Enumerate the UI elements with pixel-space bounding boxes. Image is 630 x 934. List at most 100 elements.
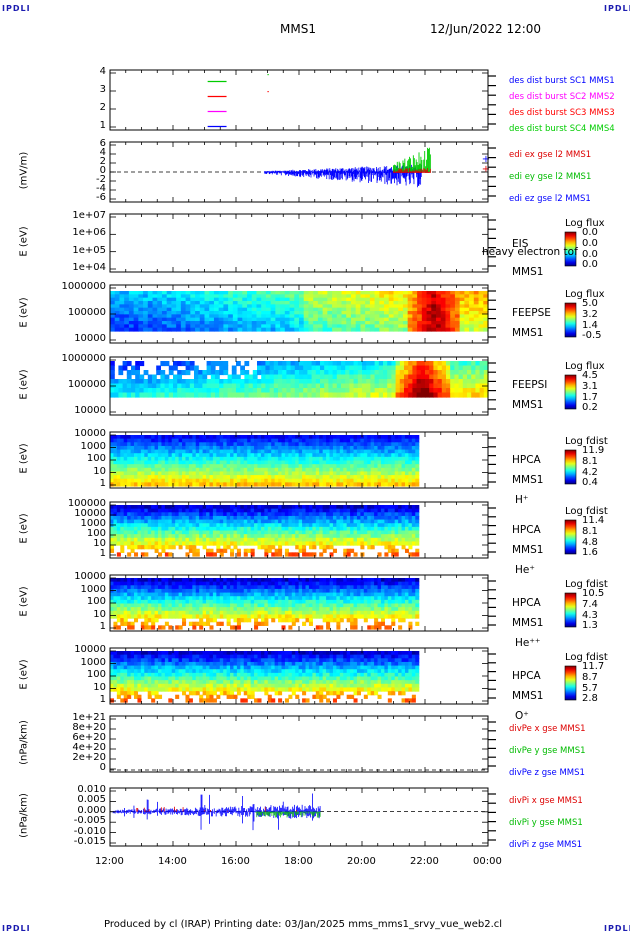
heatmap-cell (226, 537, 231, 543)
heatmap-cell (171, 324, 177, 329)
heatmap-cell (384, 445, 389, 451)
heatmap-cell (212, 526, 217, 532)
heatmap-cell (164, 445, 169, 451)
heatmap-cell (336, 307, 343, 312)
heatmap-cell (308, 534, 313, 539)
heatmap-cell (120, 505, 125, 510)
heatmap-cell (303, 297, 310, 302)
heatmap-cell (436, 314, 442, 319)
heatmap-cell (478, 294, 484, 299)
heatmap-cell (110, 304, 116, 309)
heatmap-cell (138, 304, 144, 309)
heatmap-cell (483, 379, 489, 385)
heatmap-cell (120, 592, 125, 597)
heatmap-cell (123, 621, 128, 626)
heatmap-cell (280, 307, 286, 312)
heatmap-cell (391, 438, 396, 443)
heatmap-cell (248, 392, 254, 398)
heatmap-cell (346, 291, 352, 295)
heatmap-cell (478, 297, 484, 302)
heatmap-cell (195, 548, 200, 553)
heatmap-cell (284, 471, 289, 476)
heatmap-cell (256, 314, 262, 319)
heatmap-cell (133, 307, 139, 312)
heatmap-cell (274, 442, 279, 447)
heatmap-cell (421, 304, 428, 309)
heatmap-cell (387, 508, 392, 513)
heatmap-cell (294, 294, 300, 299)
heatmap-cell (363, 467, 368, 473)
heatmap-cell (326, 475, 331, 480)
heatmap-cell (175, 449, 180, 454)
heatmap-cell (395, 361, 401, 367)
heatmap-cell (223, 541, 228, 546)
heatmap-cell (110, 321, 116, 325)
heatmap-cell (332, 365, 338, 371)
heatmap-cell (387, 471, 392, 476)
heatmap-cell (308, 304, 314, 309)
heatmap-cell (471, 374, 476, 380)
heatmap-cell (278, 449, 283, 454)
heatmap-cell (147, 438, 152, 443)
heatmap-cell (305, 508, 310, 513)
heatmap-cell (270, 307, 276, 312)
heatmap-cell (230, 467, 235, 473)
heatmap-cell (171, 311, 177, 315)
heatmap-cell (339, 464, 344, 469)
heatmap-cell (254, 464, 259, 469)
heatmap-cell (247, 475, 252, 480)
heatmap-cell (116, 592, 121, 597)
heatmap-cell (462, 383, 468, 389)
heatmap-cell (127, 614, 132, 619)
heatmap-cell (317, 314, 324, 319)
heatmap-cell (315, 445, 320, 451)
heatmap-cell (322, 449, 327, 454)
heatmap-cell (250, 523, 255, 528)
heatmap-cell (311, 379, 317, 385)
heatmap-cell (152, 314, 158, 319)
heatmap-cell (407, 294, 413, 299)
heatmap-cell (431, 297, 437, 302)
heatmap-cell (454, 379, 460, 385)
heatmap-cell (134, 552, 139, 557)
heatmap-cell (307, 370, 313, 376)
heatmap-cell (322, 311, 328, 315)
heatmap-cell (113, 592, 118, 597)
heatmap-cell (175, 530, 180, 535)
heatmap-cell (251, 304, 258, 309)
heatmap-cell (473, 297, 480, 302)
heatmap-cell (336, 383, 342, 389)
heatmap-cell (332, 388, 338, 394)
heatmap-cell (261, 294, 267, 299)
heatmap-cell (336, 464, 341, 469)
heatmap-cell (161, 301, 168, 305)
heatmap-cell (144, 519, 149, 524)
heatmap-cell (391, 370, 397, 376)
heatmap-cell (370, 478, 375, 483)
heatmap-cell (288, 442, 293, 447)
heatmap-cell (308, 530, 313, 535)
heatmap-cell (329, 512, 334, 517)
heatmap-cell (120, 588, 125, 594)
heatmap-cell (367, 519, 372, 524)
heatmap-cell (298, 505, 303, 510)
heatmap-cell (274, 512, 279, 517)
heatmap-cell (421, 307, 428, 312)
heatmap-cell (133, 301, 139, 305)
heatmap-cell (192, 445, 197, 451)
heatmap-cell (329, 478, 334, 483)
heatmap-cell (284, 548, 289, 553)
heatmap-cell (137, 545, 142, 550)
heatmap-cell (216, 519, 221, 524)
heatmap-cell (274, 541, 279, 546)
heatmap-cell (127, 438, 132, 443)
heatmap-cell (303, 314, 310, 319)
heatmap-cell (171, 515, 176, 521)
heatmap-cell (350, 327, 357, 332)
heatmap-cell (171, 314, 177, 319)
heatmap-cell (164, 512, 169, 517)
heatmap-cell (365, 291, 371, 295)
heatmap-cell (232, 321, 239, 325)
heatmap-cell (124, 294, 130, 299)
heatmap-cell (278, 552, 283, 557)
